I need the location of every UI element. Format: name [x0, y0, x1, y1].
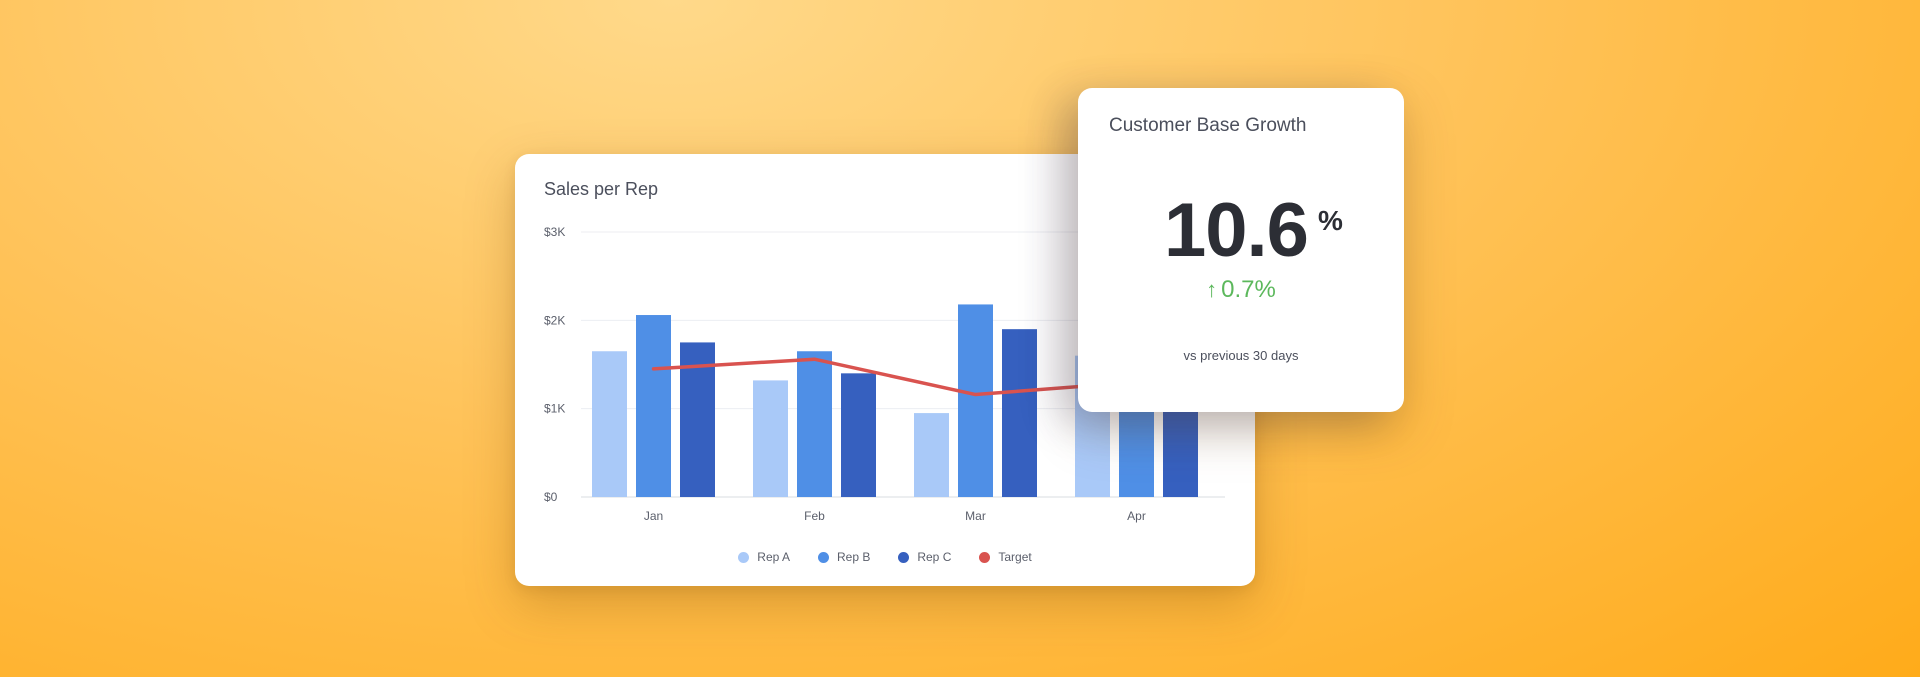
- kpi-change: ↑ 0.7%: [1078, 276, 1404, 304]
- kpi-change-value: 0.7%: [1221, 276, 1276, 303]
- x-tick-label: Jan: [644, 509, 663, 523]
- x-tick-label: Apr: [1127, 509, 1146, 523]
- bar-rep-b: [797, 351, 832, 497]
- kpi-title: Customer Base Growth: [1109, 115, 1307, 136]
- legend-label: Rep C: [917, 550, 952, 564]
- legend-item: Rep B: [817, 547, 871, 567]
- customer-base-growth-card: Customer Base Growth 10.6 % ↑ 0.7% vs pre…: [1078, 88, 1404, 412]
- bar-rep-c: [841, 373, 876, 497]
- legend-label: Target: [998, 550, 1032, 564]
- bar-rep-a: [753, 380, 788, 497]
- legend-item: Target: [979, 547, 1032, 567]
- y-tick-label: $2K: [544, 313, 565, 327]
- kpi-unit: %: [1318, 205, 1343, 236]
- legend-swatch: [979, 551, 991, 563]
- y-tick-label: $3K: [544, 225, 565, 239]
- bar-rep-b: [958, 304, 993, 497]
- target-line: [651, 357, 1139, 397]
- legend-label: Rep A: [757, 550, 790, 564]
- y-tick-label: $0: [544, 490, 558, 504]
- chart-legend: Rep A Rep B Rep C Target: [515, 547, 1255, 567]
- arrow-up-icon: ↑: [1206, 277, 1218, 302]
- bar-rep-b: [636, 315, 671, 497]
- x-tick-label: Feb: [804, 509, 825, 523]
- bar-rep-a: [592, 351, 627, 497]
- legend-item: Rep A: [738, 547, 790, 567]
- kpi-value: 10.6: [1164, 188, 1309, 273]
- kpi-caption: vs previous 30 days: [1183, 348, 1299, 363]
- bar-rep-a: [914, 413, 949, 497]
- x-tick-label: Mar: [965, 509, 986, 523]
- bar-rep-c: [1002, 329, 1037, 497]
- legend-swatch: [817, 551, 829, 563]
- legend-label: Rep B: [836, 550, 871, 564]
- legend-item: Rep C: [898, 547, 951, 567]
- legend-swatch: [738, 551, 750, 563]
- legend-swatch: [898, 551, 910, 563]
- y-tick-label: $1K: [544, 402, 565, 416]
- chart-title: Sales per Rep: [544, 179, 659, 199]
